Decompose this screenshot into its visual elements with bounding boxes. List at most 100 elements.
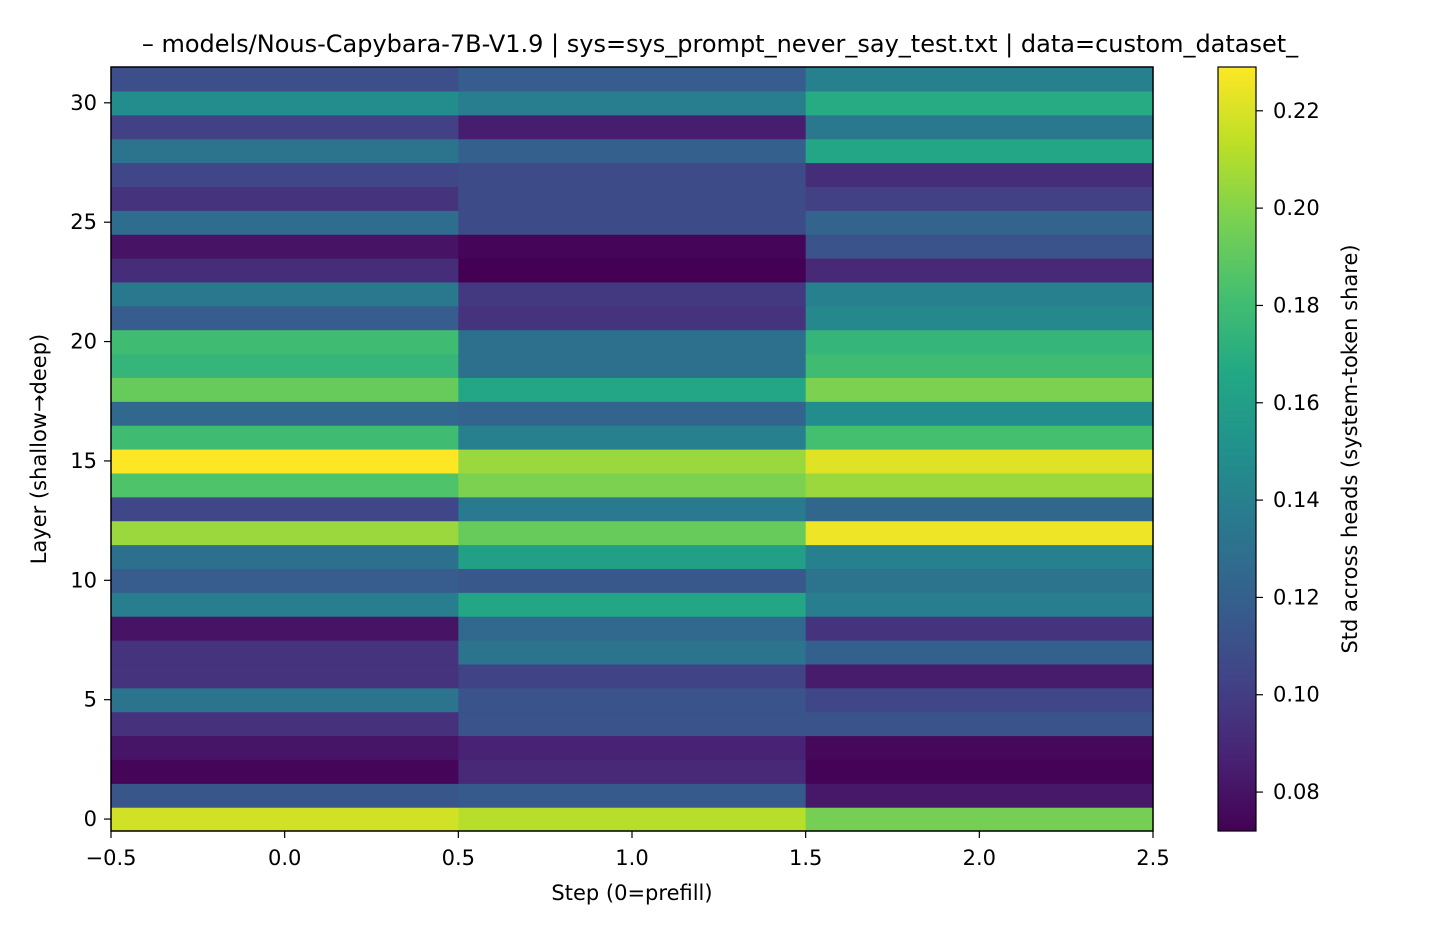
y-tick-label: 5 [84, 688, 97, 712]
heatmap-cell [458, 472, 807, 498]
heatmap-cell [111, 114, 459, 140]
heatmap-cell [111, 711, 459, 737]
heatmap-cell [805, 162, 1154, 187]
heatmap-cell [111, 401, 459, 426]
heatmap-cell [458, 210, 807, 235]
heatmap-cell [458, 735, 807, 760]
heatmap-cell [111, 138, 459, 164]
y-tick-label: 15 [70, 449, 97, 473]
heatmap-cell [111, 162, 459, 187]
heatmap-cell [458, 711, 807, 737]
heatmap-cell [111, 663, 459, 689]
heatmap-cell [458, 67, 807, 92]
heatmap-cell [805, 783, 1154, 808]
heatmap-cell [458, 425, 807, 450]
heatmap-cell [805, 616, 1154, 641]
heatmap-cell [805, 520, 1154, 546]
heatmap-cell [458, 281, 807, 307]
heatmap-cell [458, 640, 807, 665]
heatmap-cell [111, 90, 459, 116]
heatmap-cell [458, 568, 807, 593]
heatmap-cell [805, 353, 1154, 378]
heatmap-cell [805, 568, 1154, 593]
heatmap-cell [458, 377, 807, 402]
y-axis-label: Layer (shallow→deep) [27, 334, 51, 565]
heatmap-cell [111, 425, 459, 450]
x-tick-label: 1.0 [615, 846, 648, 870]
heatmap-cell [458, 90, 807, 116]
colorbar-tick-label: 0.18 [1273, 293, 1320, 317]
heatmap-cell [111, 377, 459, 402]
heatmap-cell [111, 305, 459, 331]
colorbar-tick-label: 0.16 [1273, 391, 1320, 415]
colorbar-tick-label: 0.14 [1273, 488, 1320, 512]
heatmap-cell [458, 258, 807, 283]
heatmap-cell [458, 663, 807, 689]
x-tick-label: 0.0 [268, 846, 301, 870]
heatmap-cell [805, 114, 1154, 140]
y-axis-ticks: 0 5 10 15 20 25 30 [70, 91, 111, 831]
heatmap-cell [111, 759, 459, 784]
y-tick-label: 10 [70, 568, 97, 592]
heatmap-cell [805, 258, 1154, 283]
colorbar-label: Std across heads (system-token share) [1338, 244, 1362, 653]
heatmap-cell [111, 67, 459, 92]
x-axis-ticks: −0.5 0.0 0.5 1.0 1.5 2.0 2.5 [86, 831, 1170, 870]
heatmap-cell [111, 496, 459, 522]
colorbar [1217, 66, 1257, 832]
heatmap-cell [111, 449, 459, 474]
heatmap-cell [111, 640, 459, 665]
heatmap-cell [805, 186, 1154, 211]
colorbar-tick-label: 0.08 [1273, 780, 1320, 804]
x-tick-label: 2.5 [1136, 846, 1169, 870]
heatmap-cell [805, 305, 1154, 331]
heatmap-cell [805, 687, 1154, 713]
heatmap-cell [458, 616, 807, 641]
heatmap-cell [805, 807, 1154, 832]
y-tick-label: 20 [70, 330, 97, 354]
heatmap-cell [458, 449, 807, 474]
heatmap-cell [111, 520, 459, 546]
chart-title: – models/Nous-Capybara-7B-V1.9 | sys=sys… [142, 30, 1299, 58]
colorbar-tick-label: 0.12 [1273, 585, 1320, 609]
heatmap-cell [111, 735, 459, 760]
heatmap-cell [805, 544, 1154, 569]
x-tick-label: 1.5 [789, 846, 822, 870]
heatmap-cell [805, 401, 1154, 426]
heatmap-cell [458, 329, 807, 355]
heatmap-cells [111, 67, 1154, 832]
colorbar-tick-label: 0.20 [1273, 196, 1320, 220]
x-tick-label: 2.0 [963, 846, 996, 870]
heatmap-cell [458, 687, 807, 713]
colorbar-ticks: 0.08 0.10 0.12 0.14 0.16 0.18 0.20 0.22 [1256, 99, 1320, 804]
heatmap-cell [805, 138, 1154, 164]
colorbar-tick-label: 0.22 [1273, 99, 1320, 123]
heatmap-cell [458, 496, 807, 522]
heatmap-cell [111, 186, 459, 211]
heatmap-cell [805, 90, 1154, 116]
heatmap-cell [805, 425, 1154, 450]
heatmap-cell [111, 544, 459, 569]
heatmap-cell [458, 520, 807, 546]
heatmap-cell [805, 711, 1154, 737]
heatmap-cell [805, 496, 1154, 522]
heatmap-cell [805, 67, 1154, 92]
y-tick-label: 0 [84, 807, 97, 831]
heatmap-cell [111, 281, 459, 307]
heatmap-cell [458, 807, 807, 832]
heatmap-cell [805, 759, 1154, 784]
heatmap-cell [111, 807, 459, 832]
heatmap-cell [458, 783, 807, 808]
heatmap-cell [805, 281, 1154, 307]
heatmap-cell [805, 377, 1154, 402]
heatmap-cell [111, 568, 459, 593]
heatmap-cell [805, 472, 1154, 498]
heatmap-cell [111, 687, 459, 713]
x-axis-label: Step (0=prefill) [551, 881, 712, 905]
heatmap-cell [111, 329, 459, 355]
heatmap-cell [458, 114, 807, 140]
heatmap-cell [805, 234, 1154, 259]
heatmap-cell [458, 544, 807, 569]
heatmap-cell [111, 783, 459, 808]
heatmap-cell [458, 234, 807, 259]
